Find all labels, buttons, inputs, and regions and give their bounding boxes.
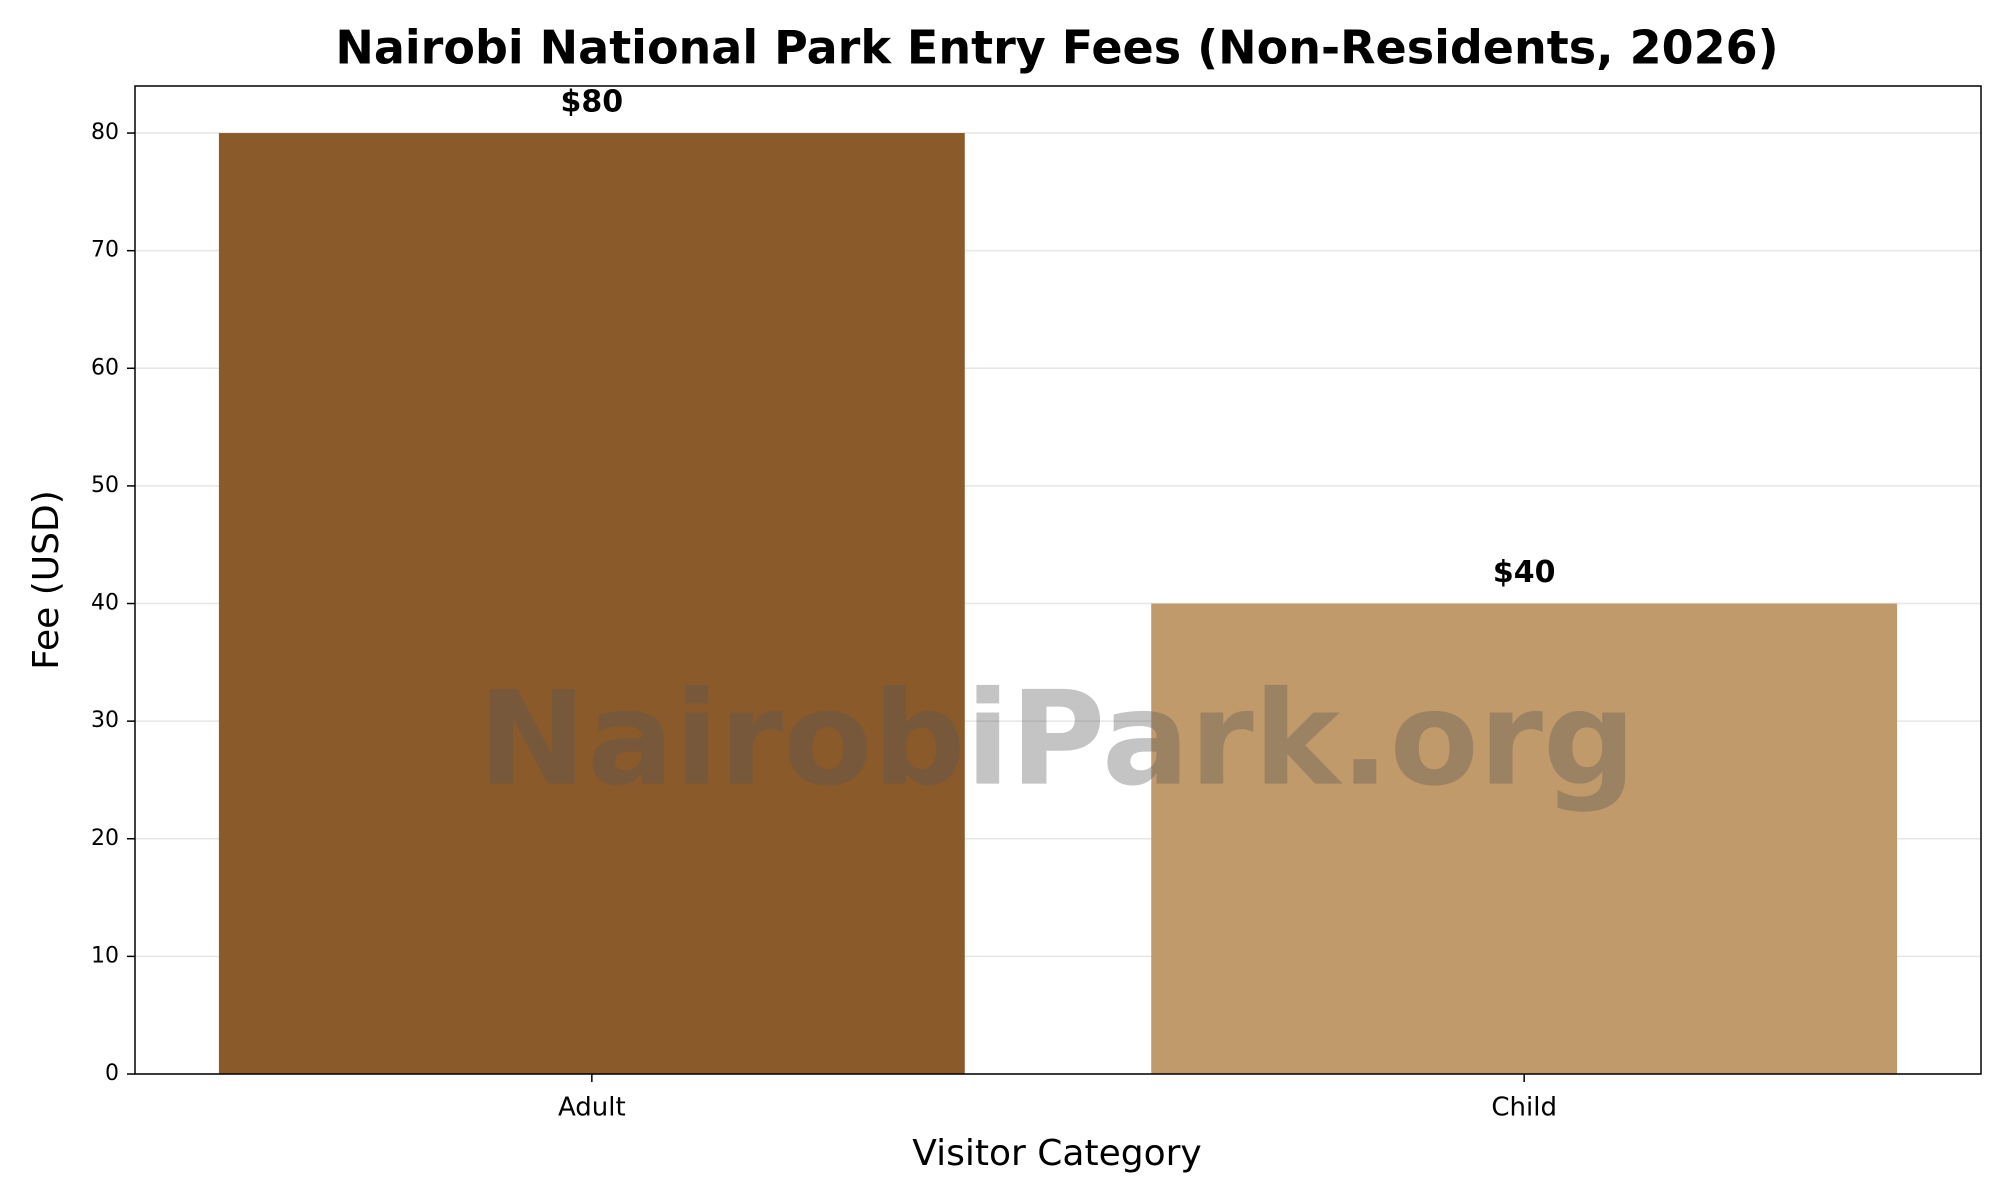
y-tick-label: 10 [91,943,119,968]
bar [1151,603,1898,1074]
x-tick-label: Adult [558,1093,626,1123]
y-tick-label: 80 [91,120,119,145]
bar [218,133,965,1075]
y-tick-label: 20 [91,826,119,851]
watermark: NairobiPark.org [478,663,1636,815]
y-tick-label: 70 [91,238,119,263]
x-axis-label: Visitor Category [912,1133,1201,1174]
chart-title: Nairobi National Park Entry Fees (Non-Re… [335,21,1778,75]
labels: 0 10 20 30 40 50 60 70 80 Adult $80 Child $40 [91,85,1557,1123]
y-tick-label: 0 [105,1061,119,1086]
y-axis-label: Fee (USD) [26,490,67,670]
y-tick-label: 30 [91,708,119,733]
x-tick-label: Child [1491,1093,1557,1123]
value-label: $80 [561,85,624,120]
value-label: $40 [1493,555,1556,590]
y-tick-label: 40 [91,591,119,616]
plot-frame [134,85,1982,1075]
y-tick-label: 60 [91,355,119,380]
bars [218,133,1898,1075]
y-tick-label: 50 [91,473,119,498]
